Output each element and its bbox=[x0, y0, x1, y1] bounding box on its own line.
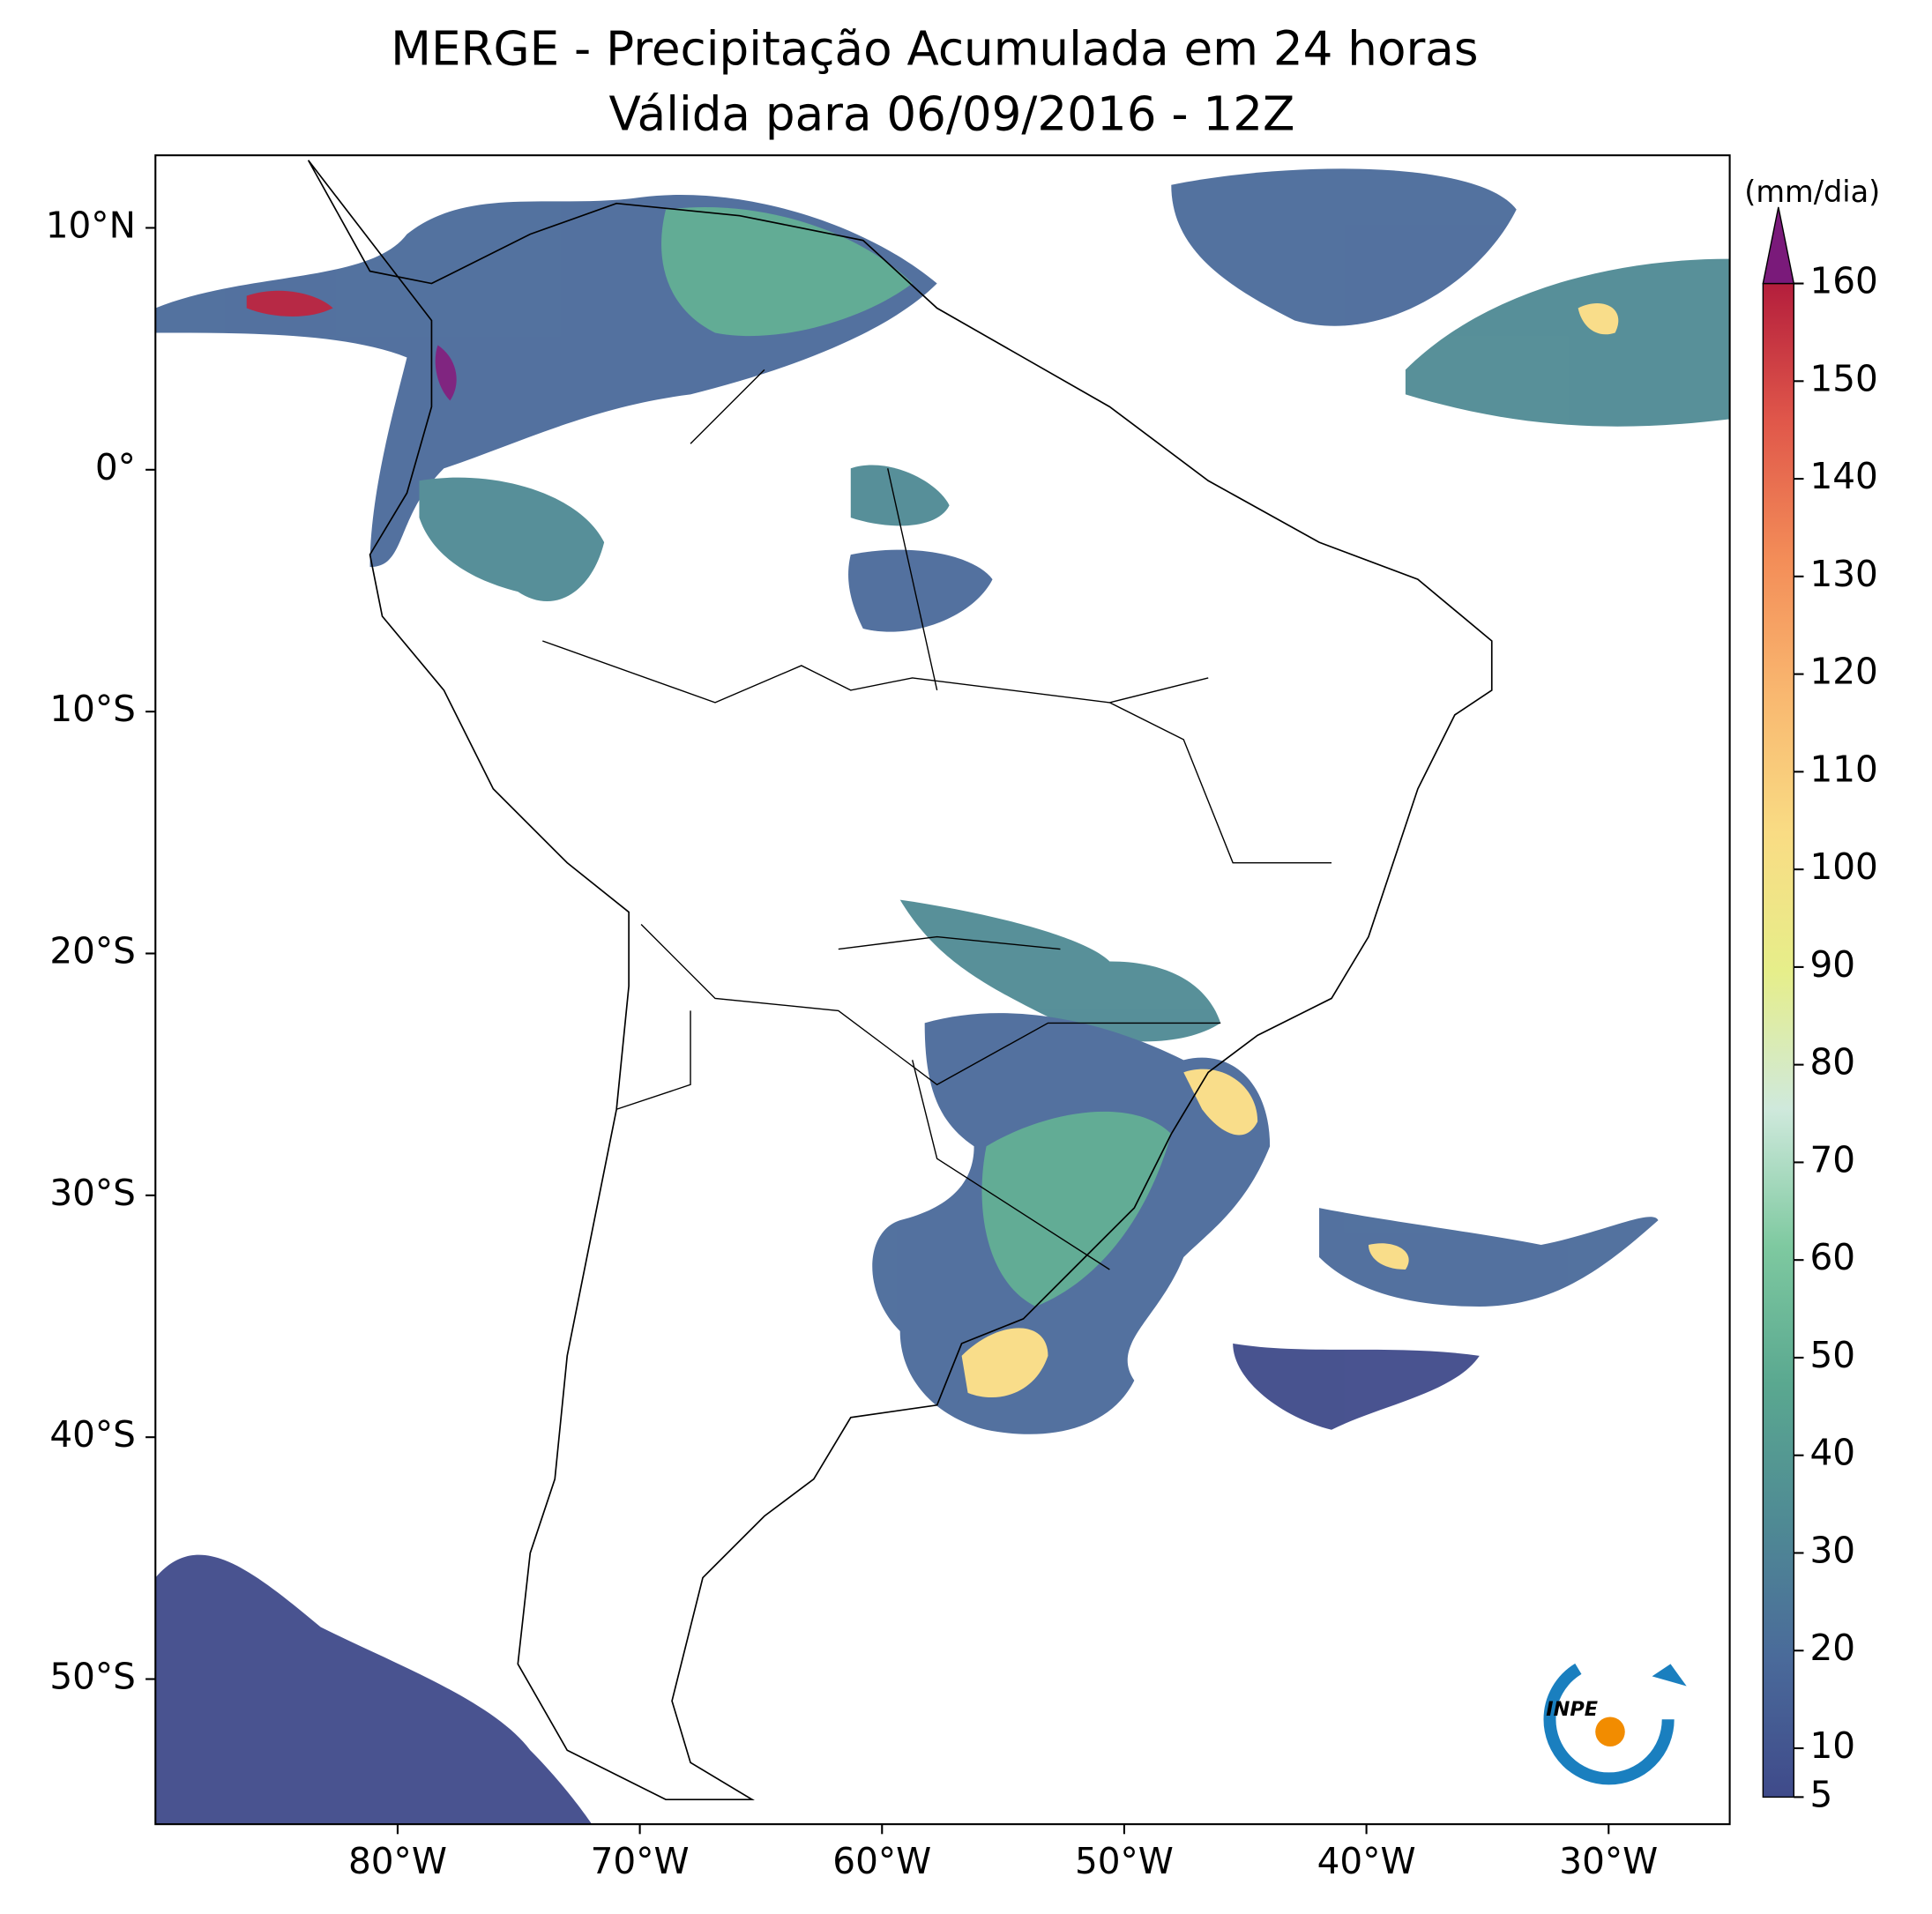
x-tick-label: 30°W bbox=[1559, 1840, 1658, 1882]
colorbar-tick-label: 50 bbox=[1809, 1334, 1855, 1376]
logo-text: INPE bbox=[1546, 1698, 1598, 1721]
x-tick-label: 70°W bbox=[591, 1840, 690, 1882]
colorbar-tick-label: 140 bbox=[1809, 455, 1877, 497]
colorbar-tick-label: 80 bbox=[1809, 1041, 1855, 1084]
y-tick-label: 10°N bbox=[46, 204, 136, 246]
colorbar-tick-label: 150 bbox=[1809, 357, 1877, 399]
colorbar-tick-label: 20 bbox=[1809, 1627, 1855, 1669]
x-tick-label: 40°W bbox=[1317, 1840, 1416, 1882]
coastline bbox=[307, 160, 1493, 1801]
colorbar-tick-label: 40 bbox=[1809, 1432, 1855, 1474]
subtitle: Válida para 06/09/2016 - 12Z bbox=[608, 86, 1294, 141]
colorbar-tick-label: 160 bbox=[1809, 260, 1877, 302]
y-tick-label: 50°S bbox=[49, 1656, 136, 1698]
colorbar-tick-label: 100 bbox=[1809, 845, 1877, 888]
colorbar-tick-label: 90 bbox=[1809, 943, 1855, 986]
colorbar-tick-label: 120 bbox=[1809, 651, 1877, 693]
title: MERGE - Precipitação Acumulada em 24 hor… bbox=[391, 21, 1478, 76]
colorbar bbox=[1762, 282, 1794, 1799]
precipitation bbox=[155, 168, 1730, 1825]
colorbar-extend bbox=[1762, 206, 1795, 285]
logo: INPE bbox=[1543, 1654, 1687, 1785]
y-tick-label: 30°S bbox=[49, 1172, 136, 1214]
colorbar-tick-label: 60 bbox=[1809, 1236, 1855, 1278]
x-tick-label: 60°W bbox=[832, 1840, 931, 1882]
map-area bbox=[155, 160, 1730, 1825]
plot-frame bbox=[154, 154, 1731, 1826]
y-tick-label: 20°S bbox=[49, 929, 136, 972]
y-tick-label: 0° bbox=[95, 446, 136, 488]
colorbar-tick-label: 10 bbox=[1809, 1724, 1855, 1767]
x-tick-label: 80°W bbox=[348, 1840, 447, 1882]
borders bbox=[542, 369, 1332, 1270]
colorbar-label: (mm/dia) bbox=[1744, 175, 1880, 209]
x-tick-label: 50°W bbox=[1075, 1840, 1174, 1882]
colorbar-tick-label: 70 bbox=[1809, 1138, 1855, 1180]
colorbar-tick-label: 5 bbox=[1809, 1773, 1832, 1815]
colorbar-tick-label: 30 bbox=[1809, 1529, 1855, 1571]
colorbar-tick-label: 110 bbox=[1809, 748, 1877, 790]
y-tick-label: 40°S bbox=[49, 1413, 136, 1456]
y-tick-label: 10°S bbox=[49, 688, 136, 730]
colorbar-tick-label: 130 bbox=[1809, 553, 1877, 595]
